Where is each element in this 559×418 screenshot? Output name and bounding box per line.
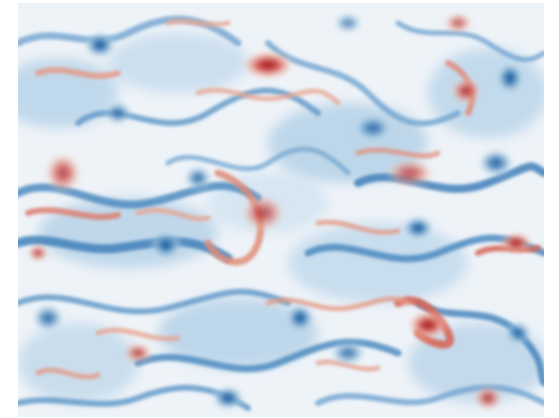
vorticity-field-canvas bbox=[18, 3, 544, 417]
vorticity-field-image bbox=[18, 3, 544, 417]
